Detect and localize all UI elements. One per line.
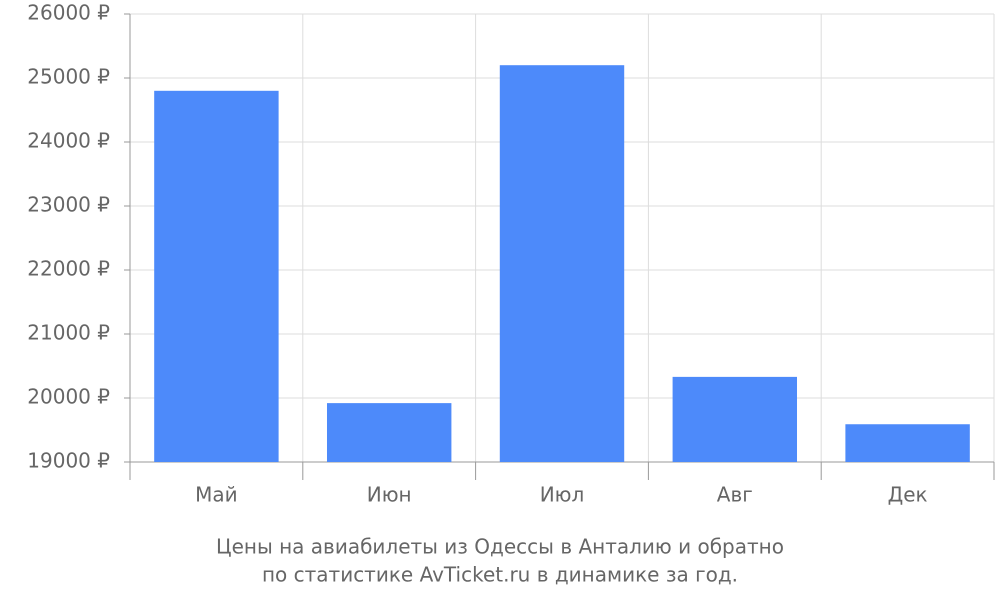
- y-tick-label: 24000 ₽: [27, 129, 110, 153]
- y-tick-label: 23000 ₽: [27, 193, 110, 217]
- y-tick-label: 26000 ₽: [27, 1, 110, 25]
- x-tick-label: Май: [195, 483, 238, 507]
- x-tick-label: Июл: [540, 483, 585, 507]
- x-tick-label: Дек: [888, 483, 928, 507]
- y-tick-label: 19000 ₽: [27, 449, 110, 473]
- x-tick-label: Авг: [717, 483, 753, 507]
- chart-title: Цены на авиабилеты из Одессы в Анталию и…: [216, 535, 784, 559]
- x-tick-label: Июн: [367, 483, 412, 507]
- bar: [672, 376, 798, 462]
- bar: [154, 90, 279, 463]
- bar: [845, 424, 970, 462]
- y-tick-label: 21000 ₽: [27, 321, 110, 345]
- y-tick-label: 25000 ₽: [27, 65, 110, 89]
- chart-title: по статистике AvTicket.ru в динамике за …: [262, 563, 738, 587]
- bar: [499, 65, 625, 462]
- bar: [326, 403, 452, 462]
- y-tick-label: 22000 ₽: [27, 257, 110, 281]
- y-tick-label: 20000 ₽: [27, 385, 110, 409]
